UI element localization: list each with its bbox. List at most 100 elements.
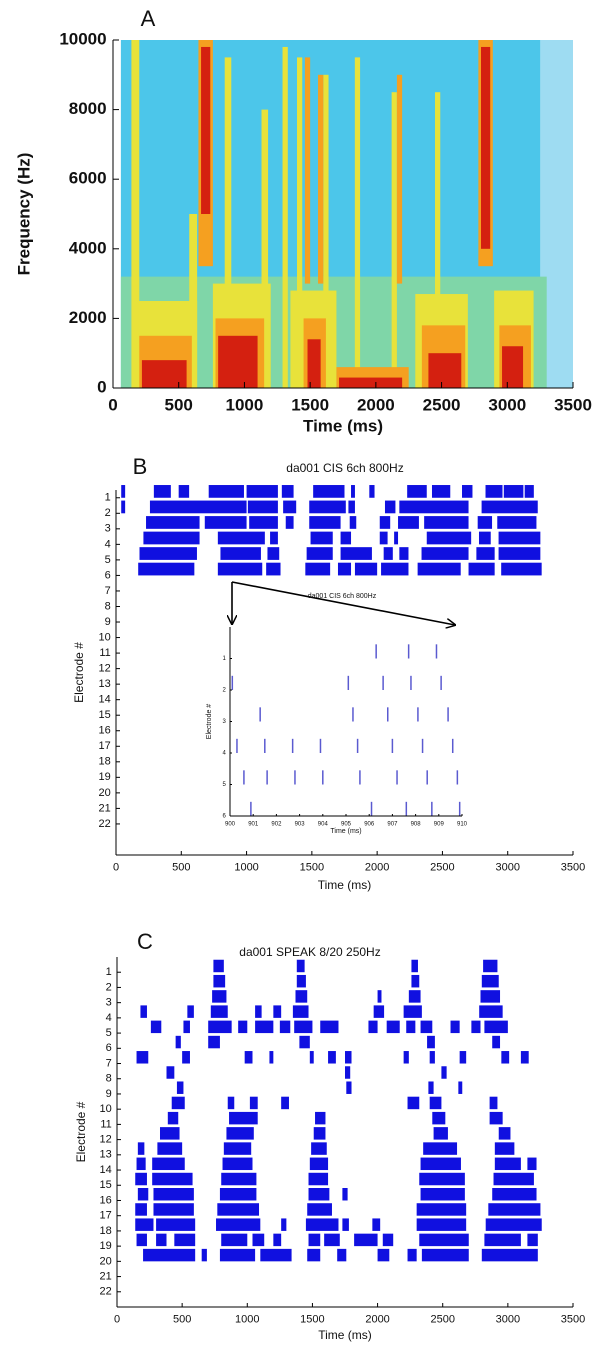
stimulation-burst xyxy=(252,1233,265,1247)
y-tick-label: 8000 xyxy=(69,99,107,118)
stimulation-burst xyxy=(420,1157,461,1171)
stimulation-burst xyxy=(313,1127,326,1140)
y-tick-label: 17 xyxy=(99,740,111,752)
y-tick-label: 9 xyxy=(105,616,111,628)
stimulation-burst xyxy=(309,1051,314,1064)
y-tick-label: 21 xyxy=(99,802,111,814)
y-tick-label: 0 xyxy=(97,377,106,396)
stimulation-burst xyxy=(150,1020,162,1034)
y-tick-label: 13 xyxy=(99,678,111,690)
y-tick-label: 19 xyxy=(100,1240,112,1252)
stimulation-burst xyxy=(377,990,382,1003)
spectrogram-region xyxy=(481,46,491,249)
y-tick-label: 5 xyxy=(106,1027,112,1039)
stimulation-burst xyxy=(308,1172,329,1186)
stimulation-burst xyxy=(157,1142,183,1155)
stimulation-burst xyxy=(379,531,388,545)
x-tick-label: 1500 xyxy=(291,396,329,415)
stimulation-burst xyxy=(153,1203,194,1216)
stimulation-burst xyxy=(281,1218,287,1231)
stimulation-burst xyxy=(136,1233,147,1247)
stimulation-burst xyxy=(183,1020,190,1034)
spectrogram-region xyxy=(141,360,187,388)
stimulation-burst xyxy=(187,1005,194,1018)
stimulation-burst xyxy=(408,990,421,1003)
y-tick-label: 2 xyxy=(106,981,112,993)
stimulation-burst xyxy=(419,1233,469,1247)
y-tick-label: 6 xyxy=(105,569,111,581)
stimulation-burst xyxy=(153,1188,194,1201)
stimulation-burst xyxy=(488,1203,541,1216)
x-tick-label: 500 xyxy=(165,396,193,415)
stimulation-burst xyxy=(421,1248,469,1262)
stimulation-burst xyxy=(476,547,495,560)
y-tick-label: 3 xyxy=(106,997,112,1009)
chart-title: da001 CIS 6ch 800Hz xyxy=(308,593,377,600)
stimulation-burst xyxy=(377,1248,390,1262)
stimulation-burst xyxy=(420,1020,433,1034)
stimulation-burst xyxy=(279,1020,291,1034)
spectrogram-region xyxy=(307,339,321,388)
y-tick-label: 7 xyxy=(106,1057,112,1069)
x-tick-label: 907 xyxy=(387,821,398,827)
stimulation-burst xyxy=(152,1157,185,1171)
stimulation-burst xyxy=(345,1066,351,1079)
stimulation-burst xyxy=(479,1005,503,1018)
x-tick-label: 902 xyxy=(271,821,282,827)
stimulation-burst xyxy=(420,1188,465,1201)
stimulation-burst xyxy=(342,1218,349,1231)
stimulation-burst xyxy=(501,562,542,576)
x-tick-label: 2000 xyxy=(365,1313,389,1325)
stimulation-burst xyxy=(406,1020,416,1034)
x-axis-label: Time (ms) xyxy=(330,828,361,835)
spectrogram-region xyxy=(261,109,269,388)
x-tick-label: 2000 xyxy=(357,396,395,415)
stimulation-burst xyxy=(273,1005,282,1018)
y-tick-label: 15 xyxy=(99,709,111,721)
stimulation-burst xyxy=(305,1218,339,1231)
stimulation-burst xyxy=(296,959,305,973)
y-tick-label: 6000 xyxy=(69,169,107,188)
x-tick-label: 1000 xyxy=(235,1313,259,1325)
stimulation-burst xyxy=(348,500,355,514)
stimulation-burst xyxy=(328,1051,336,1064)
y-tick-label: 12 xyxy=(100,1134,112,1146)
stimulation-burst xyxy=(281,485,294,498)
x-tick-label: 909 xyxy=(434,821,445,827)
y-tick-label: 11 xyxy=(99,647,110,659)
stimulation-burst xyxy=(484,1020,508,1034)
stimulation-burst xyxy=(369,485,375,498)
y-axis-label: Frequency (Hz) xyxy=(14,153,33,276)
stimulation-burst xyxy=(305,562,331,576)
stimulation-burst xyxy=(255,1020,274,1034)
y-tick-label: 17 xyxy=(100,1210,112,1222)
stimulation-burst xyxy=(149,500,247,514)
x-axis-label: Time (ms) xyxy=(318,878,372,892)
stimulation-burst xyxy=(308,1233,321,1247)
stimulation-burst xyxy=(270,531,278,545)
y-tick-label: 14 xyxy=(99,694,111,706)
y-tick-label: 10000 xyxy=(59,29,106,48)
spectrogram-region xyxy=(502,346,524,388)
stimulation-burst xyxy=(527,1157,537,1171)
stimulation-burst xyxy=(383,547,393,560)
y-axis-label: Electrode # xyxy=(72,642,86,703)
y-axis-label: Electrode # xyxy=(206,704,213,740)
x-tick-label: 1500 xyxy=(300,861,324,873)
y-tick-label: 1 xyxy=(106,966,112,978)
stimulation-burst xyxy=(480,990,501,1003)
stimulation-burst xyxy=(468,562,495,576)
stimulation-burst xyxy=(494,1142,515,1155)
spectrogram-region xyxy=(218,335,258,388)
stimulation-burst xyxy=(485,485,503,498)
y-tick-label: 6 xyxy=(222,814,226,820)
spectrogram-region xyxy=(391,92,397,388)
stimulation-burst xyxy=(320,1020,339,1034)
x-tick-label: 2500 xyxy=(430,1313,454,1325)
stimulation-burst xyxy=(419,1172,465,1186)
stimulation-burst xyxy=(313,485,345,498)
stimulation-burst xyxy=(156,1233,167,1247)
y-tick-label: 16 xyxy=(99,725,111,737)
stimulation-burst xyxy=(354,1233,378,1247)
